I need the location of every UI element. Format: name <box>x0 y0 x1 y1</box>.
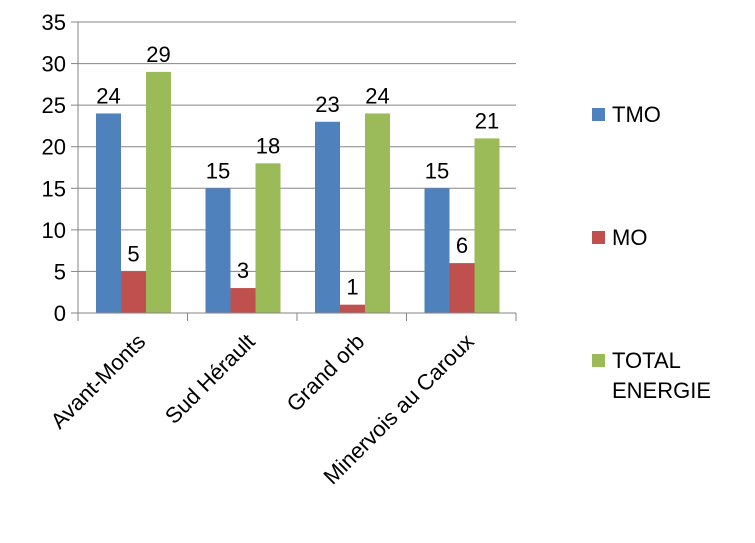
axes <box>77 22 517 321</box>
x-category-label: Avant-Monts <box>46 329 151 434</box>
bar-tmo <box>315 121 340 314</box>
y-tick-label: 5 <box>54 259 66 284</box>
y-axis-tick-labels: 0 5 10 15 20 25 30 35 <box>42 10 66 326</box>
x-category-label: Grand orb <box>282 329 370 417</box>
bar-tmo <box>205 188 231 313</box>
x-category-label: Sud Hérault <box>160 329 260 429</box>
data-label: 5 <box>127 241 139 266</box>
bar-mo <box>340 304 365 313</box>
y-tick-label: 35 <box>42 10 66 35</box>
legend-label: MO <box>612 225 647 250</box>
legend-swatch <box>592 108 605 121</box>
y-tick-label: 25 <box>42 93 66 118</box>
legend-swatch <box>592 231 605 244</box>
y-tick-label: 10 <box>42 218 66 243</box>
data-labels: 24 5 29 15 3 18 23 1 24 15 6 21 <box>96 42 499 300</box>
bar-mo <box>449 263 475 313</box>
data-label: 18 <box>256 133 280 158</box>
y-tick-label: 20 <box>42 135 66 160</box>
bar-tmo <box>96 113 121 313</box>
data-label: 23 <box>315 92 339 117</box>
data-label: 24 <box>96 83 120 108</box>
legend-label: TOTAL ENERGIE <box>612 348 711 403</box>
data-label: 15 <box>206 158 230 183</box>
bar-total-energie <box>146 71 171 313</box>
data-label: 24 <box>365 83 389 108</box>
y-tick-label: 0 <box>54 301 66 326</box>
data-label: 6 <box>456 233 468 258</box>
data-label: 3 <box>237 258 249 283</box>
bar-mo <box>121 271 146 313</box>
bar-tmo <box>424 188 450 313</box>
bar-mo <box>230 288 256 313</box>
y-tick-label: 30 <box>42 52 66 77</box>
bar-total-energie <box>255 163 281 313</box>
bar-total-energie <box>474 138 500 313</box>
bar-total-energie <box>365 113 390 313</box>
legend: TMO MO TOTAL ENERGIE <box>592 102 711 403</box>
y-tick-label: 15 <box>42 176 66 201</box>
data-label: 1 <box>346 275 358 300</box>
data-label: 21 <box>475 108 499 133</box>
legend-label: TMO <box>612 102 661 127</box>
bars <box>96 71 500 314</box>
legend-swatch <box>592 354 605 367</box>
x-axis-category-labels: Avant-Monts Sud Hérault Grand orbMinervois… <box>46 329 479 489</box>
data-label: 29 <box>146 42 170 67</box>
data-label: 15 <box>425 158 449 183</box>
